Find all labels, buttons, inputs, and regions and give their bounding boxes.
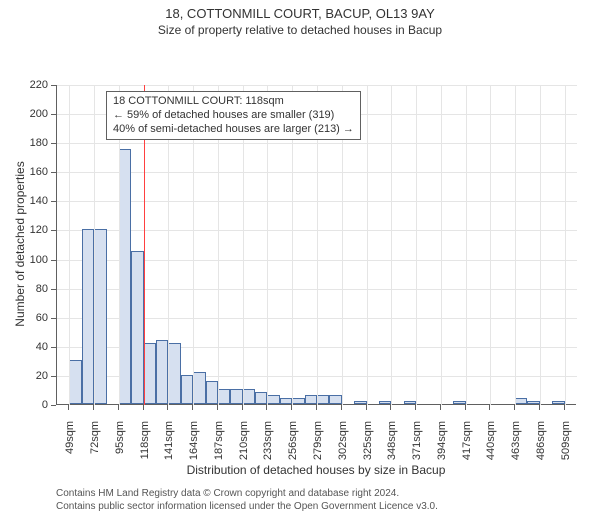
histogram-bar (218, 389, 230, 404)
histogram-bar (69, 360, 81, 404)
ytick-label: 200 (0, 108, 48, 120)
ytick-label: 180 (0, 137, 48, 149)
histogram-bar (255, 392, 267, 404)
histogram-bar (144, 343, 156, 404)
histogram-bar (292, 398, 304, 404)
chart-title: 18, COTTONMILL COURT, BACUP, OL13 9AY (0, 6, 600, 21)
histogram-bar (404, 401, 416, 404)
histogram-bar (131, 251, 143, 404)
histogram-bar (527, 401, 539, 404)
annotation-line: 40% of semi-detached houses are larger (… (113, 123, 354, 137)
yaxis-title: Number of detached properties (13, 154, 27, 334)
histogram-bar (280, 398, 292, 404)
annotation-line: 18 COTTONMILL COURT: 118sqm (113, 95, 354, 109)
histogram-bar (243, 389, 255, 404)
histogram-bar (453, 401, 465, 404)
histogram-bar (94, 229, 106, 404)
histogram-bar (515, 398, 527, 404)
xaxis-title: Distribution of detached houses by size … (56, 463, 576, 477)
ytick-label: 40 (0, 341, 48, 353)
annotation-box: 18 COTTONMILL COURT: 118sqm← 59% of deta… (106, 91, 361, 140)
histogram-bar (317, 395, 329, 404)
footer-line: Contains public sector information licen… (56, 500, 438, 513)
histogram-bar (206, 381, 218, 404)
ytick-label: 220 (0, 79, 48, 91)
ytick-label: 20 (0, 370, 48, 382)
histogram-bar (181, 375, 193, 404)
annotation-line: ← 59% of detached houses are smaller (31… (113, 109, 354, 123)
histogram-bar (354, 401, 366, 404)
histogram-bar (82, 229, 94, 404)
histogram-bar (552, 401, 564, 404)
histogram-bar (267, 395, 279, 404)
histogram-bar (193, 372, 205, 404)
footer-line: Contains HM Land Registry data © Crown c… (56, 487, 438, 500)
histogram-bar (230, 389, 242, 404)
chart-area: 02040608010012014016018020022049sqm72sqm… (0, 41, 600, 525)
histogram-bar (305, 395, 317, 404)
footer-attribution: Contains HM Land Registry data © Crown c… (56, 487, 438, 513)
ytick-label: 0 (0, 399, 48, 411)
histogram-bar (168, 343, 180, 404)
histogram-bar (379, 401, 391, 404)
chart-subtitle: Size of property relative to detached ho… (0, 23, 600, 37)
histogram-bar (119, 149, 131, 404)
histogram-bar (329, 395, 341, 404)
histogram-bar (156, 340, 168, 404)
